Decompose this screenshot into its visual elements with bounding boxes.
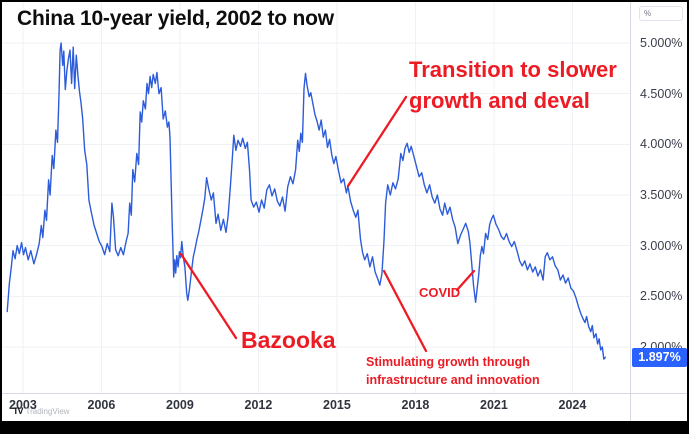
annotation-pointer-lines[interactable] (179, 95, 476, 353)
gridlines (2, 2, 630, 393)
annotation-pointer-line[interactable] (382, 269, 428, 353)
annotation-pointer-line[interactable] (346, 95, 408, 188)
annotation-pointer-line[interactable] (455, 269, 476, 292)
price-axis-separator (630, 2, 631, 421)
annotation-pointer-line[interactable] (179, 252, 238, 340)
yield-line-series[interactable] (6, 42, 607, 360)
time-axis-separator (2, 393, 687, 394)
